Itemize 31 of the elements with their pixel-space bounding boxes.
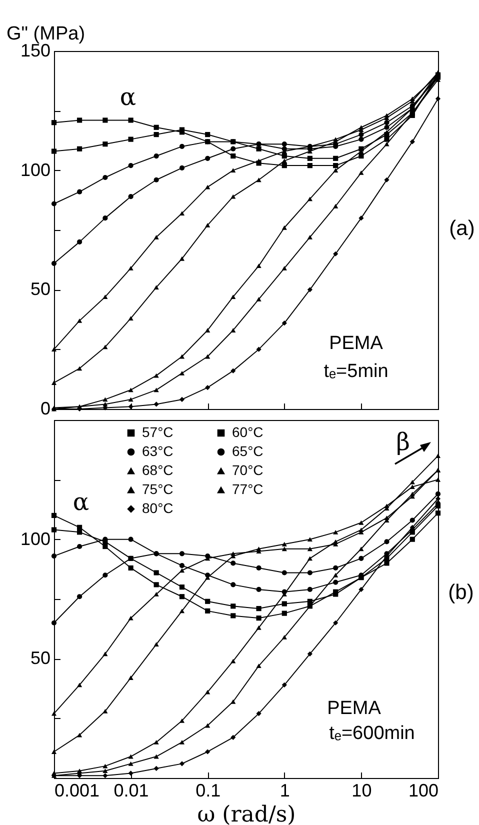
x-tick-label: 100 [408,780,438,800]
annotation: PEMA [329,333,384,354]
x-tick-label: 0.001 [54,780,100,800]
annotation: α [72,488,90,516]
legend-label: 68°C [142,462,174,478]
legend-label: 77°C [232,481,264,497]
legend-label: 65°C [232,443,264,459]
legend-label: 60°C [232,424,264,440]
x-tick-label: 0.01 [114,780,149,800]
x-tick-label: 10 [352,780,372,800]
y-axis-title: G" (MPa) [6,24,86,44]
y-tick-label: 50 [30,279,50,300]
x-axis-title: ω (rad/s) [197,802,296,825]
text: (b) [448,581,474,604]
annotation: α [120,83,136,111]
y-tick-label: 100 [20,160,50,180]
annotation: β [396,428,410,456]
x-tick-label: 0.1 [196,780,221,800]
y-tick-label: 0 [40,398,50,418]
annotation: PEMA [327,698,382,719]
annotation: tₑ=5min [324,361,388,382]
text: (a) [449,217,475,240]
annotation: tₑ=600min [329,723,415,744]
y-tick-label: 100 [20,528,50,549]
y-tick-label: 50 [30,648,50,668]
legend-label: 70°C [232,462,264,478]
legend-label: 80°C [142,500,174,516]
x-tick-label: 1 [280,780,290,800]
legend-label: 75°C [142,481,174,497]
legend-label: 63°C [142,443,174,459]
legend-label: 57°C [142,424,174,440]
